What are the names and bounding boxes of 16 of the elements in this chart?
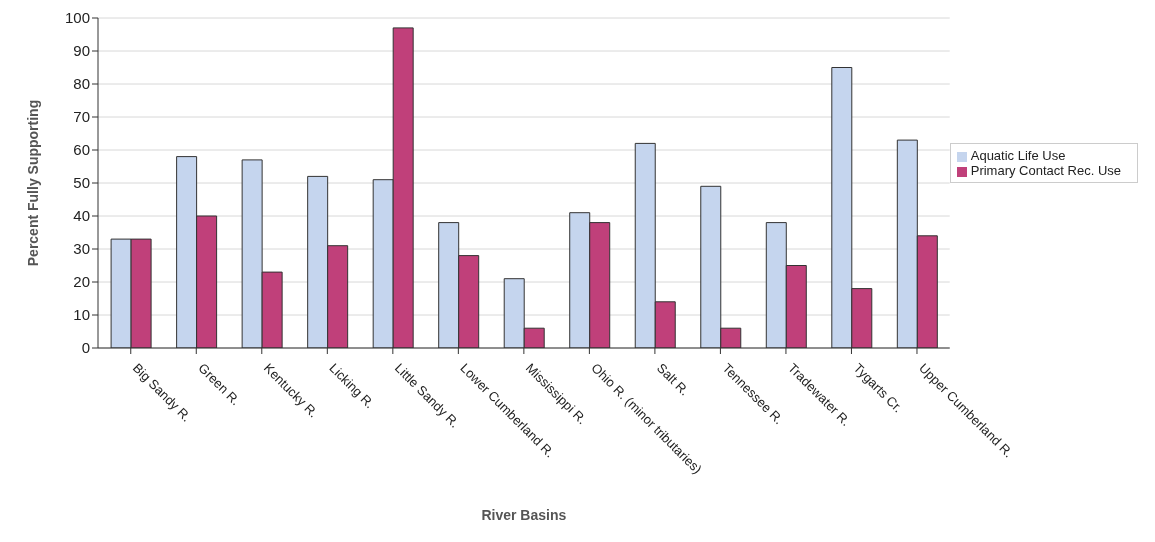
y-tick-label: 60: [73, 141, 90, 159]
y-tick-label: 20: [73, 273, 90, 291]
y-tick-label: 90: [73, 42, 90, 60]
y-tick-label: 10: [73, 306, 90, 324]
legend-label: Aquatic Life Use: [970, 148, 1066, 163]
y-tick-label: 50: [73, 174, 90, 192]
legend-label: Primary Contact Rec. Use: [970, 163, 1121, 178]
y-tick-label: 40: [73, 207, 90, 225]
x-tick-label: Salt R.: [654, 360, 693, 399]
y-axis-title: Percent Fully Supporting: [24, 99, 41, 267]
y-tick-label: 100: [64, 9, 90, 27]
y-tick-label: 30: [73, 240, 90, 258]
y-tick-label: 0: [81, 339, 90, 357]
x-axis-title: River Basins: [481, 507, 567, 523]
y-tick-label: 80: [73, 75, 90, 93]
y-tick-label: 70: [73, 108, 90, 126]
